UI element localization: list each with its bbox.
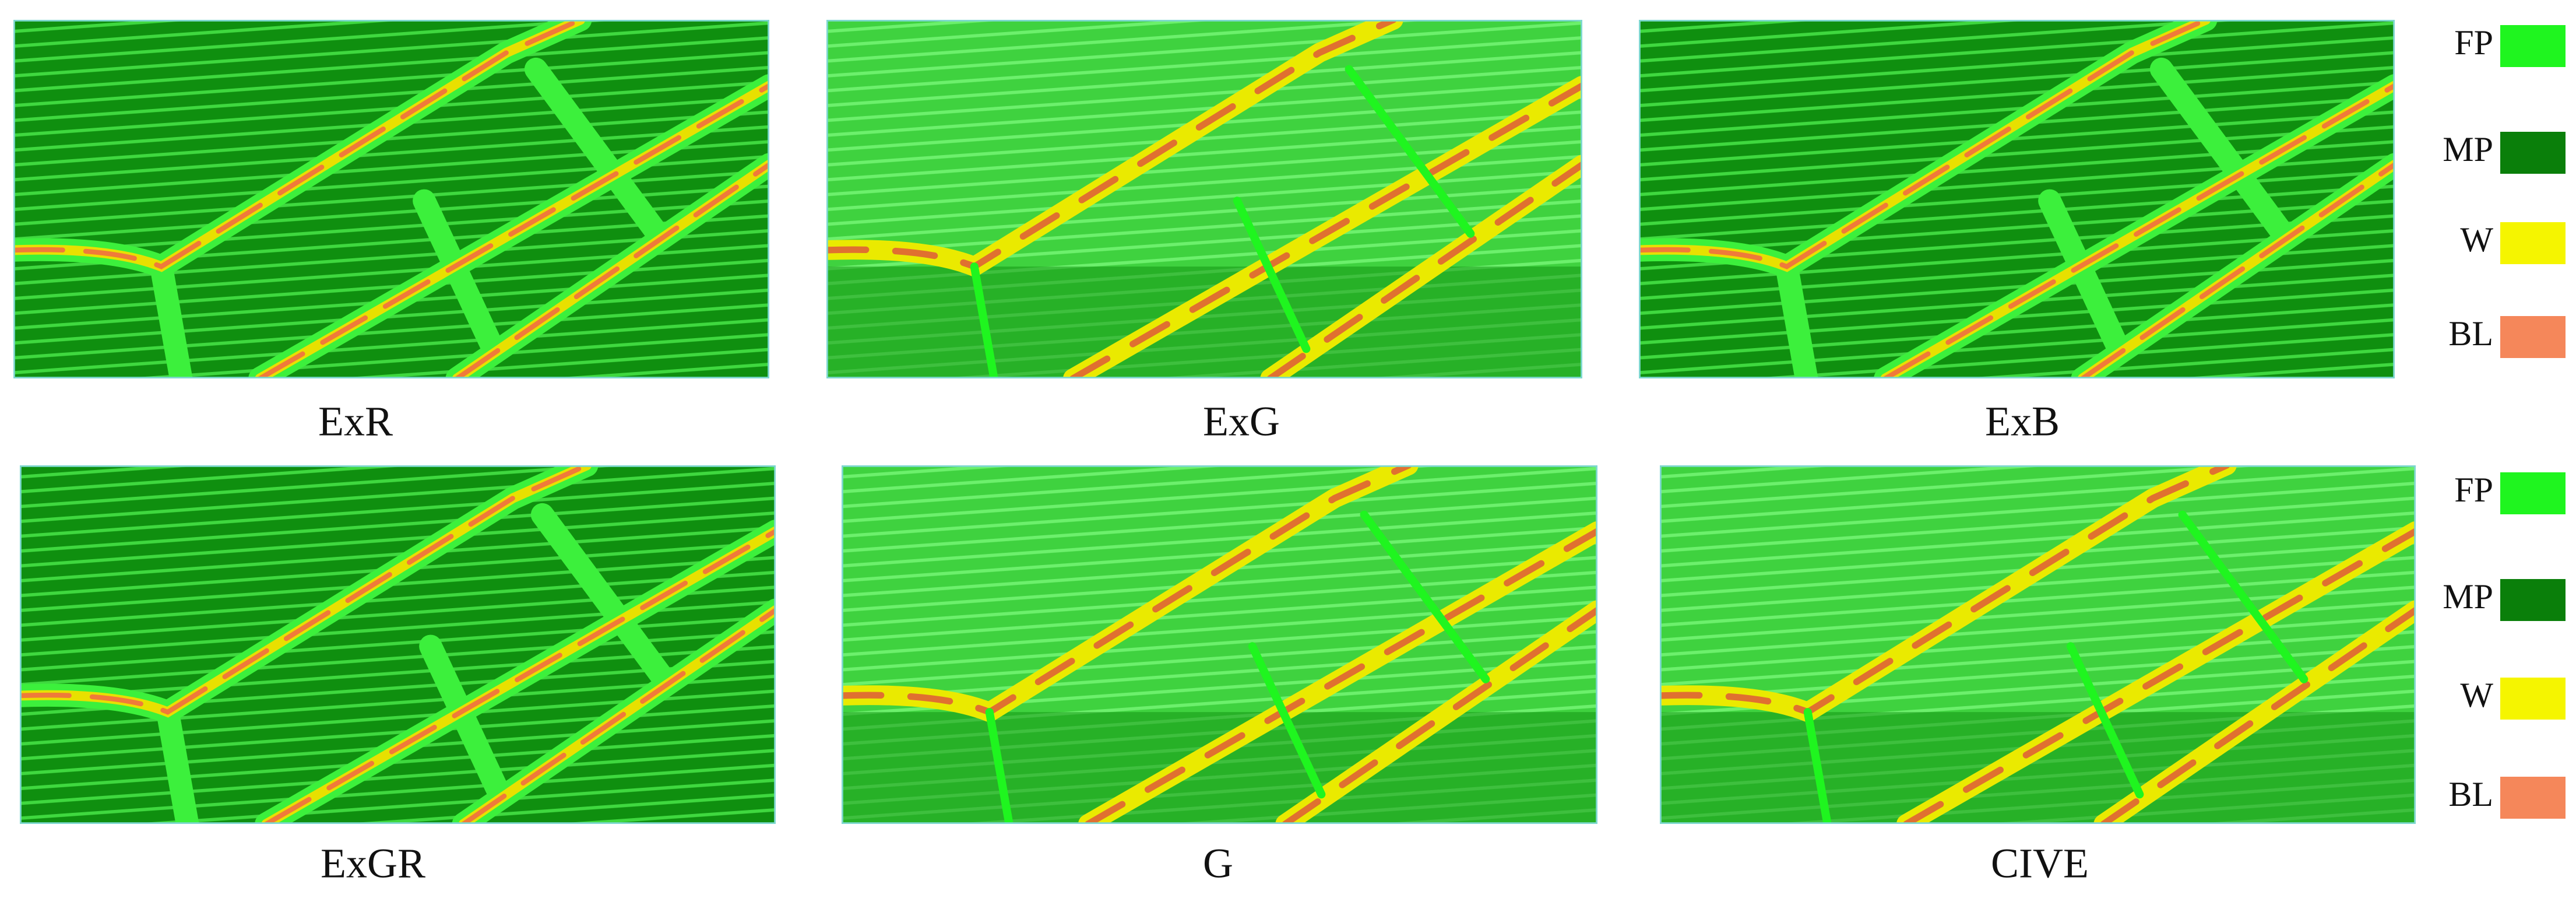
legend-label: FP [2454,23,2493,62]
panel-label: CIVE [1991,840,2089,887]
legend-swatch [2500,777,2566,819]
legends: FP MP W BL FP MP W BL [2443,23,2566,819]
map-image [1660,465,2416,824]
legend-label: BL [2448,314,2493,353]
panel-label: G [1203,840,1233,887]
legend-label: FP [2454,471,2493,509]
legend-swatch [2500,132,2566,174]
legend-label: W [2460,220,2493,259]
legend-swatch [2500,316,2566,358]
legend-swatch [2500,472,2566,514]
panel-label: ExGR [321,840,425,887]
panel-label: ExB [1985,398,2060,445]
panel-label: ExR [318,398,393,445]
legend-label: MP [2443,577,2493,616]
panel-label: ExG [1203,398,1280,445]
map-image [20,465,776,824]
legend-swatch [2500,579,2566,621]
legend-label: W [2460,676,2493,714]
legend-label: BL [2448,775,2493,813]
map-image [13,20,769,378]
legend-swatch [2500,25,2566,67]
map-image [826,20,1582,378]
map-image [842,465,1597,824]
legend-swatch [2500,222,2566,264]
map-image [1639,20,2395,378]
legend-swatch [2500,678,2566,720]
legend-label: MP [2443,130,2493,169]
